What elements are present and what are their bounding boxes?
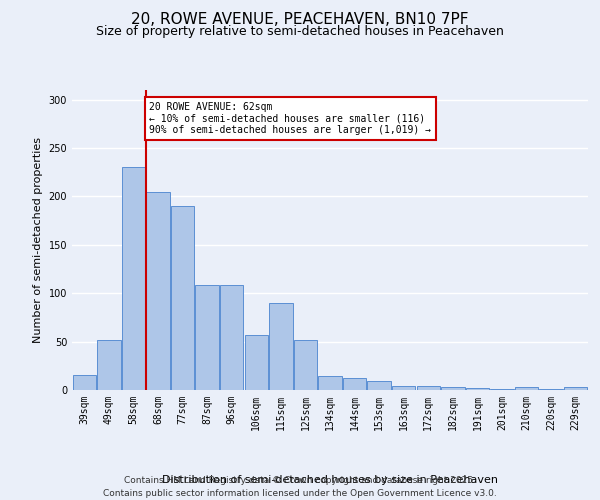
Text: 20 ROWE AVENUE: 62sqm
← 10% of semi-detached houses are smaller (116)
90% of sem: 20 ROWE AVENUE: 62sqm ← 10% of semi-deta… [149,102,431,135]
Bar [73,374,96,390]
Bar [392,386,415,390]
Text: Contains HM Land Registry data © Crown copyright and database right 2025.
Contai: Contains HM Land Registry data © Crown c… [103,476,497,498]
Bar [171,206,194,390]
Bar [97,340,121,390]
Bar [294,340,317,390]
Y-axis label: Number of semi-detached properties: Number of semi-detached properties [33,137,43,343]
X-axis label: Distribution of semi-detached houses by size in Peacehaven: Distribution of semi-detached houses by … [162,474,498,484]
Bar [515,387,538,390]
Bar [196,286,219,390]
Text: Size of property relative to semi-detached houses in Peacehaven: Size of property relative to semi-detach… [96,25,504,38]
Bar [220,286,244,390]
Bar [539,389,563,390]
Bar [122,168,145,390]
Bar [466,388,489,390]
Bar [416,386,440,390]
Bar [245,335,268,390]
Bar [319,376,341,390]
Bar [441,387,464,390]
Bar [146,192,170,390]
Bar [343,378,366,390]
Bar [564,387,587,390]
Text: 20, ROWE AVENUE, PEACEHAVEN, BN10 7PF: 20, ROWE AVENUE, PEACEHAVEN, BN10 7PF [131,12,469,28]
Bar [269,303,293,390]
Bar [367,382,391,390]
Bar [490,389,514,390]
